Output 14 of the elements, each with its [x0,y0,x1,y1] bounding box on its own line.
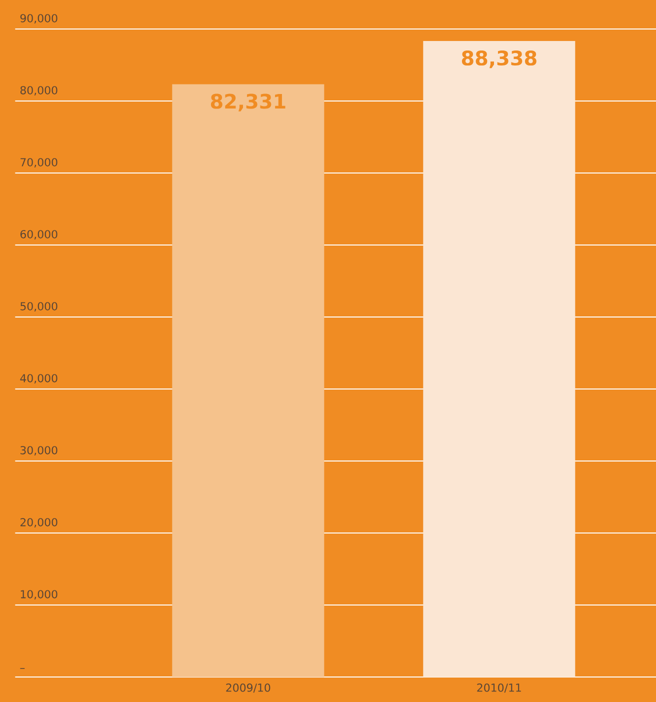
y-tick-label: 70,000 [20,158,58,168]
data-label: 88,338 [462,50,536,68]
y-tick-label: 60,000 [20,230,58,240]
y-tick-label: 50,000 [20,302,58,312]
y-tick-label: 20,000 [20,518,58,528]
y-tick-label: 90,000 [20,14,58,24]
x-tick-label: 2010/11 [477,684,521,693]
data-label: 82,331 [210,94,286,112]
y-tick-label: 10,000 [20,590,58,600]
y-tick-label: 30,000 [20,446,58,456]
x-tick-label: 2009/10 [226,684,270,693]
y-tick-label: 80,000 [20,86,58,96]
y-tick-label: – [20,668,25,669]
y-tick-label: 40,000 [20,374,58,384]
